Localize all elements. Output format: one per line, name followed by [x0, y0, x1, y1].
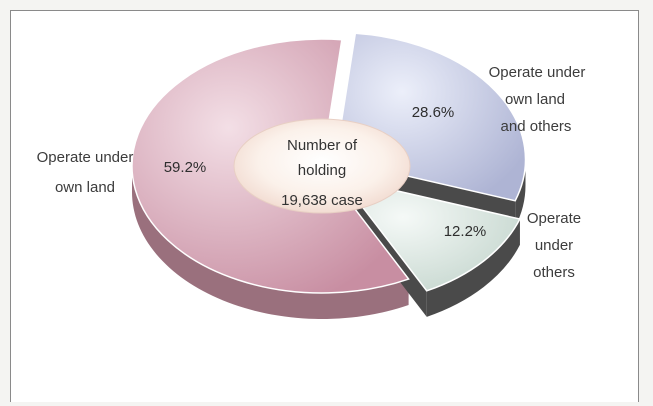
slice-side-1 [515, 159, 526, 227]
category-label-slice-1-line-2: own land [505, 91, 565, 108]
data-label-slice-2: 12.2% [444, 223, 487, 240]
category-label-slice-2-line-1: Operate [527, 210, 581, 227]
data-label-slice-1: 28.6% [412, 104, 455, 121]
category-label-slice-2-line-3: others [533, 264, 575, 281]
category-label-slice-2-line-2: under [535, 237, 573, 254]
slice-side-0 [132, 166, 409, 319]
data-label-slice-0: 59.2% [164, 159, 207, 176]
slice-side-2 [426, 219, 520, 317]
category-label-slice-0-line-1: Operate under [37, 149, 134, 166]
slice-2 [338, 176, 521, 292]
category-label-slice-1-line-3: and others [501, 118, 572, 135]
center-hole [233, 118, 411, 214]
center-label-line-1: Number of [287, 137, 358, 154]
category-label-slice-1-line-1: Operate under [489, 64, 586, 81]
category-label-slice-0-line-2: own land [55, 179, 115, 196]
center-label-line-3: 19,638 case [281, 192, 363, 209]
center-label-line-2: holding [298, 162, 346, 179]
